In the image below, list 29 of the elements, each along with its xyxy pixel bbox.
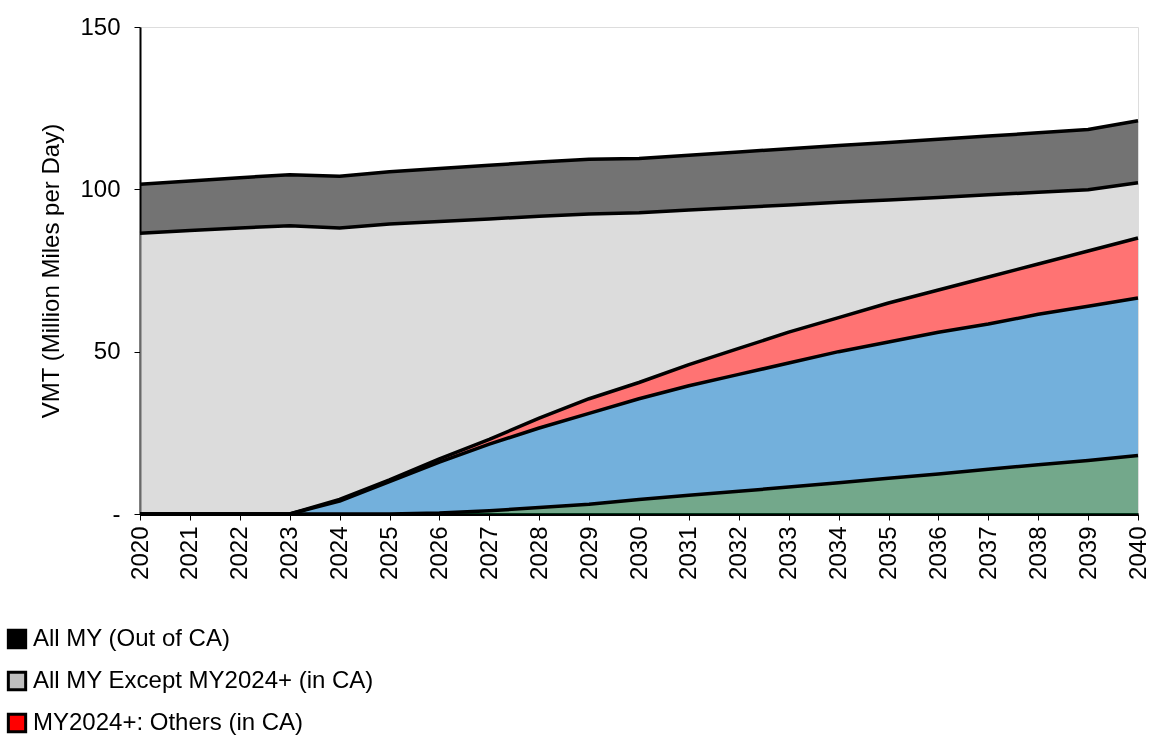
x-tick-label: 2040 [1123, 526, 1151, 580]
x-tick-label: 2034 [824, 526, 852, 580]
x-tick-label: 2027 [474, 526, 502, 580]
y-tick-label: 100 [80, 174, 121, 202]
x-tick-label: 2035 [874, 526, 901, 580]
x-tick-label: 2022 [225, 526, 253, 580]
x-tick-label: 2025 [375, 526, 402, 580]
x-tick-label: 2020 [125, 526, 153, 580]
y-tick-label: 150 [80, 12, 121, 40]
legend-label: MY2024+: Others (in CA) [33, 708, 304, 735]
x-tick-label: 2037 [973, 526, 1001, 580]
x-tick-label: 2021 [175, 526, 203, 580]
x-tick-label: 2036 [923, 526, 951, 580]
x-tick-label: 2024 [325, 526, 353, 580]
x-tick-label: 2039 [1073, 526, 1101, 580]
x-tick-label: 2038 [1023, 526, 1051, 580]
x-tick-label: 2031 [674, 526, 702, 580]
legend-label: All MY (Out of CA) [33, 624, 230, 651]
x-tick-label: 2032 [724, 526, 752, 580]
x-tick-label: 2030 [624, 526, 652, 580]
legend-label: All MY Except MY2024+ (in CA) [33, 666, 374, 693]
x-tick-label: 2026 [424, 526, 452, 580]
x-tick-label: 2028 [524, 526, 552, 580]
y-axis-title: VMT (Million Miles per Day) [37, 123, 65, 419]
x-tick-label: 2029 [574, 526, 602, 580]
y-tick-label: - [112, 499, 121, 527]
y-tick-label: 50 [93, 337, 121, 365]
x-tick-label: 2033 [774, 526, 802, 580]
x-tick-label: 2023 [275, 526, 303, 580]
